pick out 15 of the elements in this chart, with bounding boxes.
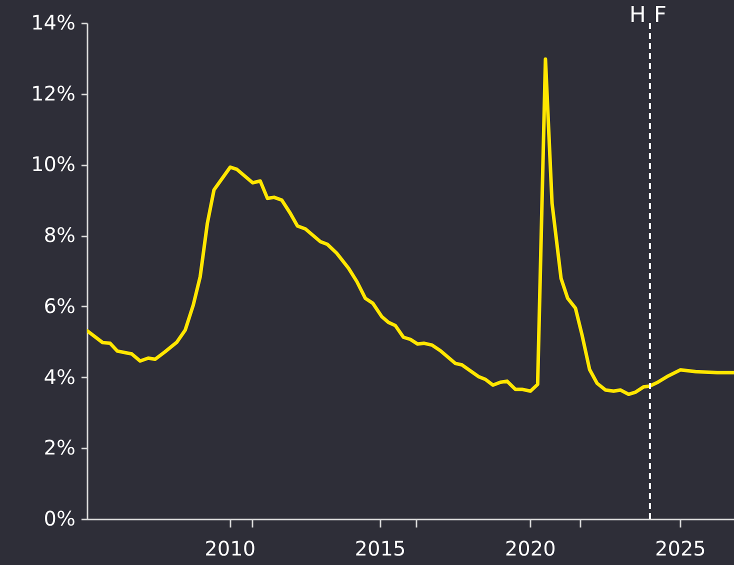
y-tick-label: 0% [44,506,76,530]
y-tick-label: 2% [44,436,76,460]
y-tick-label: 14% [31,10,76,34]
annotation: H [629,3,646,28]
y-tick-label: 4% [44,364,76,389]
annotation: F [654,3,667,28]
y-tick-label: 12% [31,81,76,106]
x-tick-label: 2025 [655,536,706,560]
y-tick-label: 8% [44,223,76,248]
y-tick-label: 6% [44,294,76,318]
x-tick-label: 2015 [354,536,406,560]
x-tick-label: 2020 [504,536,556,560]
x-tick-label: 2010 [204,536,256,560]
line-series [87,57,734,396]
y-tick-label: 10% [31,152,76,176]
